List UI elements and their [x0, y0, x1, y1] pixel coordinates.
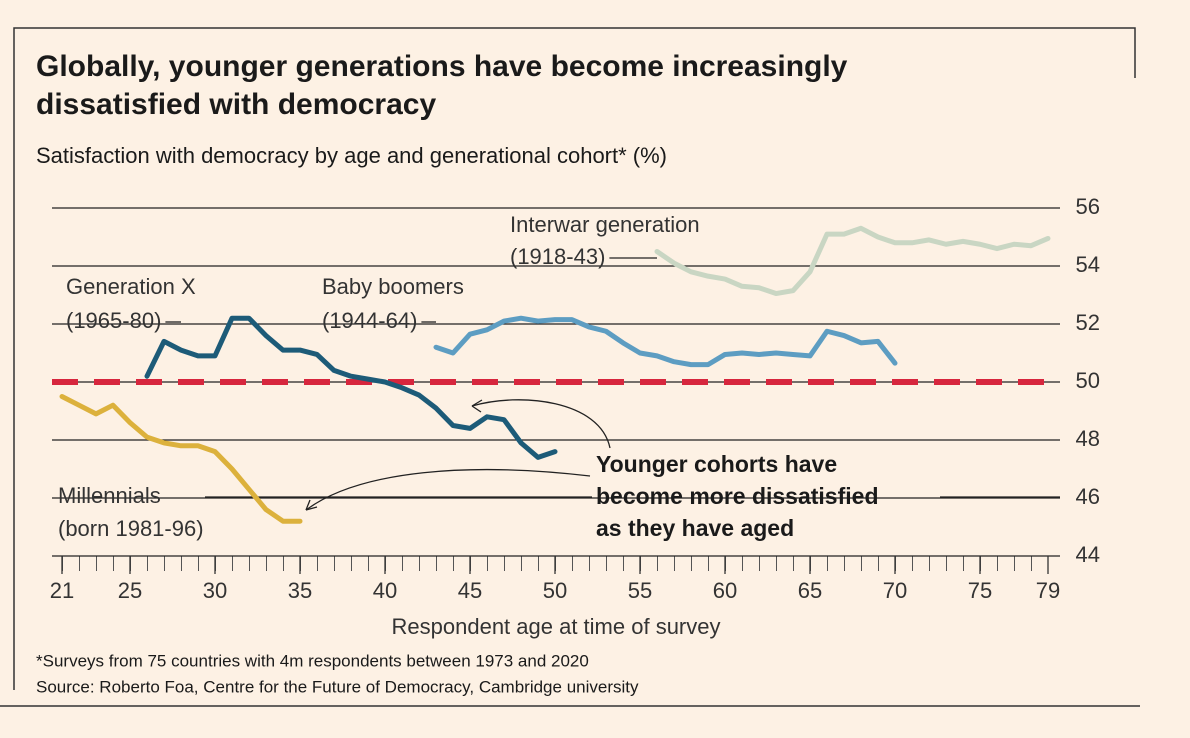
source: Source: Roberto Foa, Centre for the Futu… [36, 677, 639, 696]
annotation-arrow [471, 399, 611, 449]
x-tick-label: 40 [373, 578, 397, 603]
series-line [433, 315, 898, 368]
x-tick-label: 65 [798, 578, 822, 603]
label-bg [1066, 253, 1106, 279]
label-bg [1066, 543, 1106, 569]
x-tick-label: 50 [543, 578, 567, 603]
arrow-head [471, 399, 483, 413]
y-tick-label: 56 [1076, 194, 1100, 219]
series-cohort: (1918-43) [510, 244, 605, 269]
label-bg [1066, 369, 1106, 395]
series-line [144, 315, 558, 460]
series-cohort: (born 1981-96) [58, 516, 204, 541]
x-tick-label: 30 [203, 578, 227, 603]
chart-title: dissatisfied with democracy [36, 88, 436, 121]
x-tick-label: 45 [458, 578, 482, 603]
subtitle: Satisfaction with democracy by age and g… [36, 143, 667, 168]
series-line [654, 225, 1051, 297]
series-label: Generation X [66, 274, 196, 299]
y-tick-label: 46 [1076, 484, 1100, 509]
footnote: *Surveys from 75 countries with 4m respo… [36, 651, 589, 670]
y-tick-label: 54 [1076, 252, 1100, 277]
label-bg [1066, 195, 1106, 221]
series-label: Millennials [58, 483, 161, 508]
x-tick-label: 60 [713, 578, 737, 603]
x-tick-label: 25 [118, 578, 142, 603]
y-tick-label: 50 [1076, 368, 1100, 393]
frame [13, 27, 1136, 690]
x-tick-label: 75 [968, 578, 992, 603]
series-cohort: (1944-64) [322, 308, 417, 333]
y-tick-label: 52 [1076, 310, 1100, 335]
label-bg [1066, 427, 1106, 453]
x-tick-label: 70 [883, 578, 907, 603]
x-tick-label: 55 [628, 578, 652, 603]
annotation: as they have aged [596, 515, 794, 541]
annotation: Younger cohorts have [596, 451, 837, 477]
label-bg [1066, 485, 1106, 511]
x-axis-label: Respondent age at time of survey [392, 614, 721, 639]
chart-title: Globally, younger generations have becom… [36, 50, 848, 83]
annotation: become more dissatisfied [596, 483, 879, 509]
x-tick-label: 21 [50, 578, 74, 603]
y-tick-label: 48 [1076, 426, 1100, 451]
series-cohort: (1965-80) [66, 308, 161, 333]
series-label: Baby boomers [322, 274, 464, 299]
series-label: Interwar generation [510, 212, 700, 237]
arrow-head [305, 499, 318, 511]
label-bg [1066, 311, 1106, 337]
x-tick-label: 79 [1036, 578, 1060, 603]
x-tick-label: 35 [288, 578, 312, 603]
y-tick-label: 44 [1076, 542, 1100, 567]
annotation-arrow [305, 468, 591, 511]
series-line [59, 394, 303, 524]
